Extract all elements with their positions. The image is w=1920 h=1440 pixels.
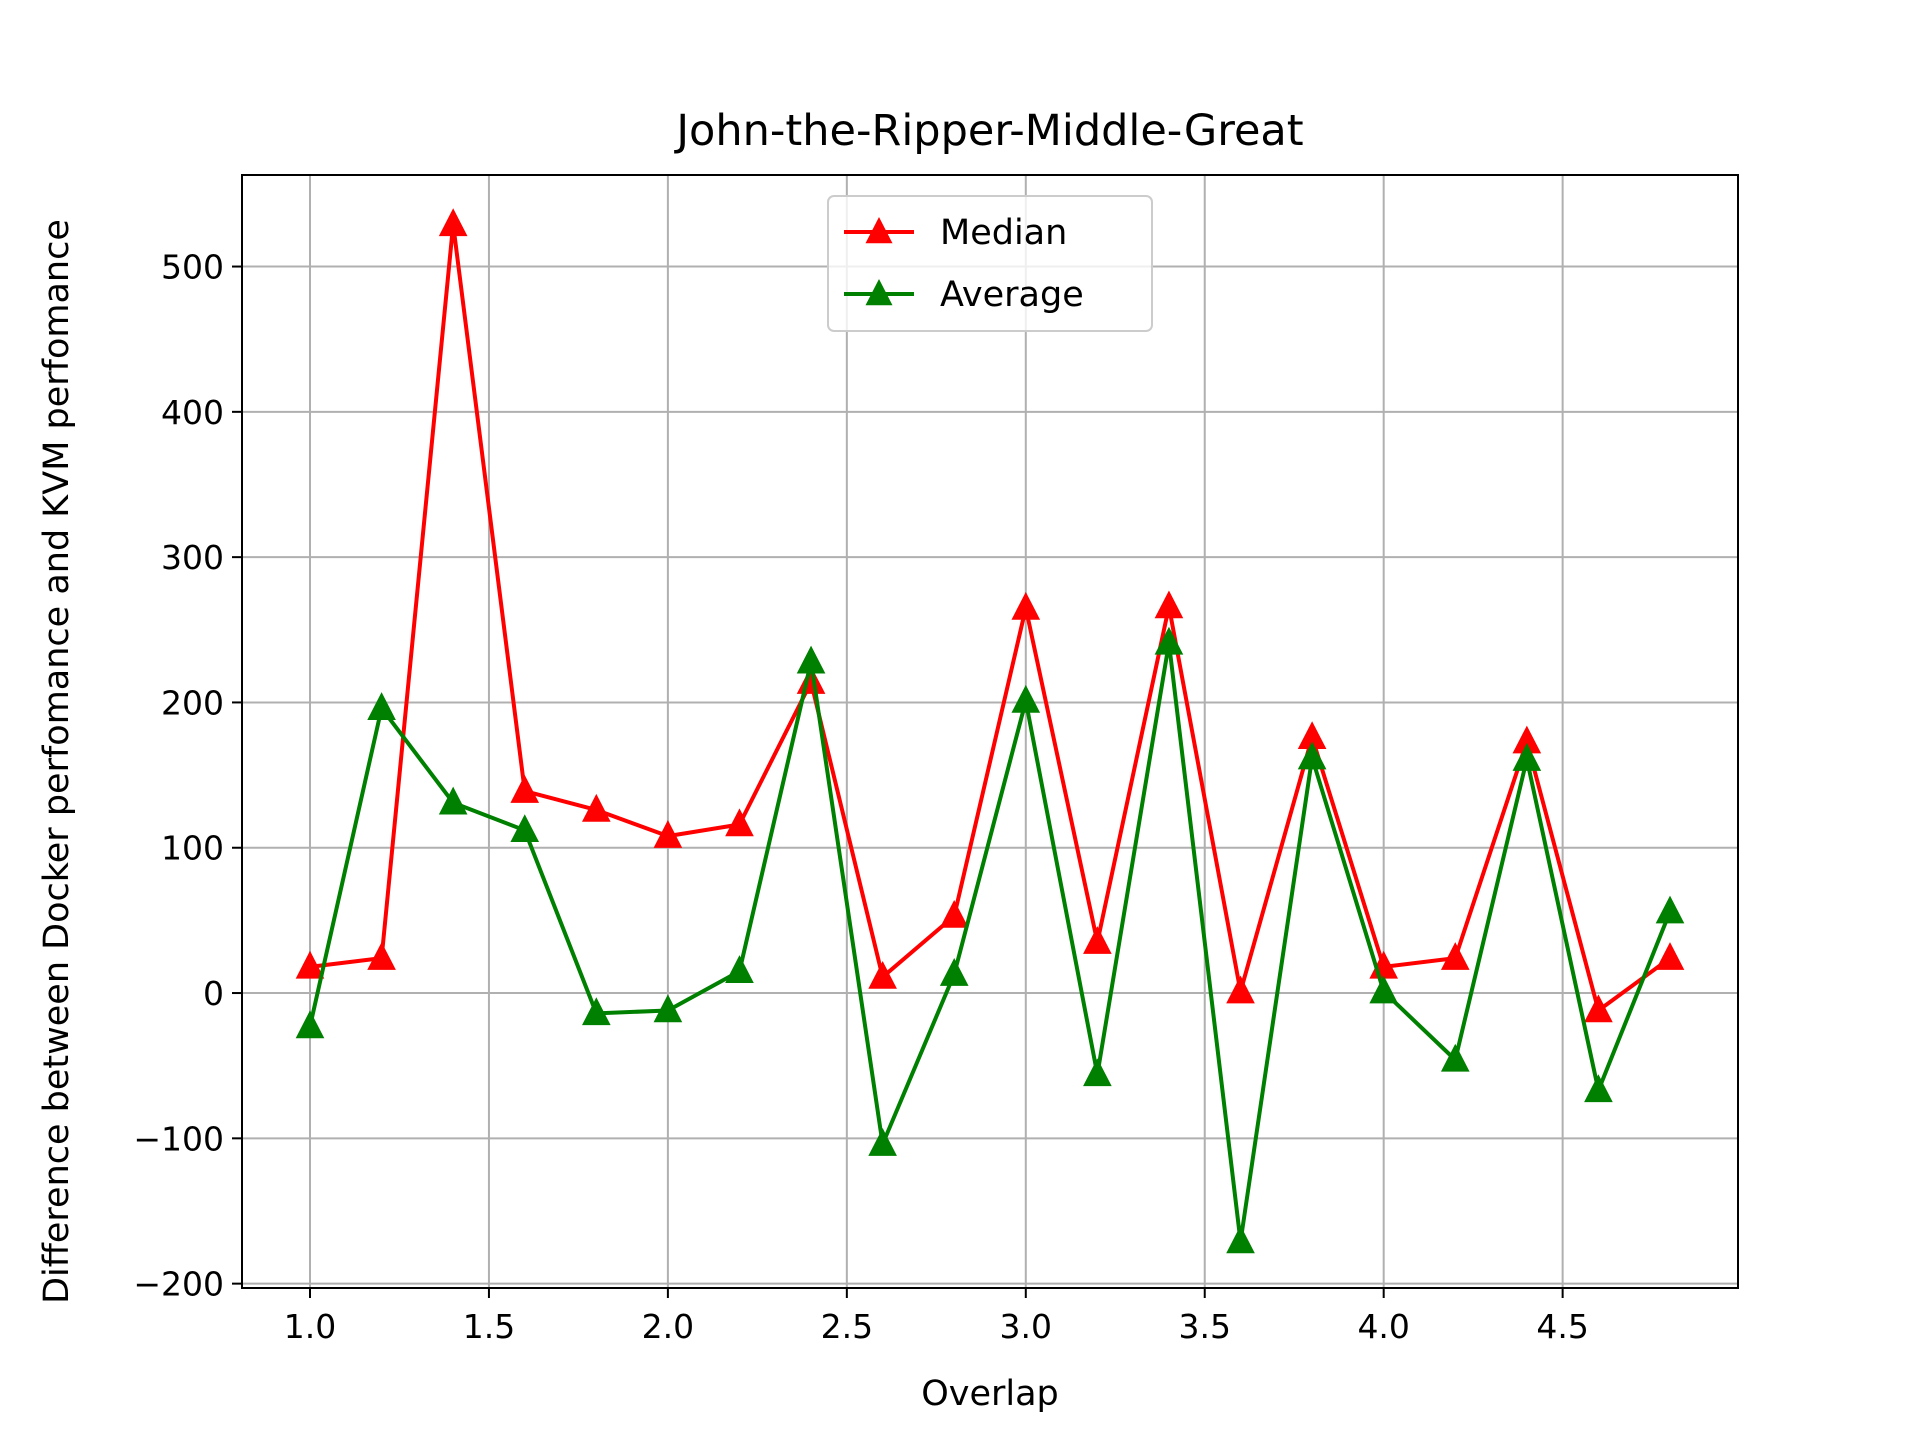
data-point-median	[581, 793, 611, 822]
data-point-median	[1226, 975, 1255, 1004]
x-tick-label: 3.0	[1000, 1307, 1052, 1346]
x-tick-label: 1.0	[284, 1307, 336, 1346]
data-point-median	[1440, 942, 1470, 970]
data-point-average	[1655, 895, 1685, 924]
legend-label-average: Average	[940, 275, 1084, 315]
legend-entry-median: Median	[844, 213, 1067, 253]
data-point-average	[1369, 975, 1399, 1004]
data-point-average	[438, 786, 468, 815]
legend-label-median: Median	[940, 213, 1067, 253]
y-tick-label: −100	[133, 1119, 224, 1158]
series-layer	[295, 208, 1685, 1254]
data-point-median	[438, 208, 468, 237]
data-point-average	[1083, 1058, 1112, 1087]
data-point-median	[1011, 591, 1041, 620]
data-point-average	[510, 814, 540, 843]
y-tick-label: 400	[161, 393, 224, 432]
y-tick-label: 100	[161, 829, 224, 868]
x-axis-label: Overlap	[921, 1374, 1059, 1414]
legend-marker-median	[865, 217, 893, 244]
plot-frame	[241, 174, 1739, 1289]
x-tick-label: 2.5	[821, 1307, 873, 1346]
data-point-average	[1440, 1043, 1470, 1072]
data-point-median	[1083, 926, 1112, 954]
x-tick-label: 1.5	[463, 1307, 515, 1346]
data-point-average	[1512, 743, 1542, 771]
data-point-average	[295, 1010, 325, 1039]
data-point-median	[653, 820, 683, 848]
y-tick-label: 0	[203, 974, 224, 1013]
data-point-average	[796, 645, 826, 674]
y-tick-label: −200	[133, 1265, 224, 1304]
data-point-median	[725, 808, 754, 837]
data-point-average	[1154, 626, 1184, 655]
data-point-average	[939, 958, 969, 986]
data-point-average	[1584, 1074, 1613, 1103]
data-point-average	[1297, 741, 1327, 770]
data-point-average	[1011, 684, 1041, 713]
x-tick-label: 2.0	[642, 1307, 694, 1346]
data-point-average	[1226, 1225, 1255, 1254]
legend-box	[827, 195, 1153, 332]
legend-entry-average: Average	[844, 275, 1084, 315]
data-point-median	[367, 942, 396, 970]
data-point-average	[725, 955, 754, 983]
axis-ticks: 1.0 1.5 2.0 2.5 3.0 3.5 4.0 4.5 −200 −100 0 100 200 3…	[133, 248, 1589, 1346]
y-tick-label: 300	[161, 538, 224, 577]
legend: Median Average	[827, 195, 1153, 332]
data-point-average	[868, 1128, 897, 1156]
x-tick-label: 4.0	[1357, 1307, 1409, 1346]
series-line-median	[309, 222, 1672, 1013]
y-axis-label: Difference between Docker perfomance and…	[37, 219, 77, 1304]
y-tick-label: 200	[161, 683, 224, 722]
x-tick-label: 3.5	[1178, 1307, 1230, 1346]
data-point-median	[1655, 942, 1685, 970]
data-point-median	[1154, 590, 1184, 619]
legend-marker-average	[865, 279, 893, 306]
data-point-median	[939, 899, 969, 928]
y-tick-label: 500	[161, 248, 224, 287]
data-point-average	[367, 692, 396, 721]
data-point-average	[581, 997, 611, 1026]
series-average	[295, 626, 1685, 1254]
data-point-median	[510, 774, 540, 803]
x-tick-label: 4.5	[1536, 1307, 1588, 1346]
data-point-median	[1584, 994, 1613, 1023]
chart-title: John-the-Ripper-Middle-Great	[673, 106, 1303, 156]
data-point-median	[868, 960, 897, 989]
data-point-median	[295, 950, 325, 979]
series-line-average	[308, 640, 1672, 1244]
data-point-average	[653, 994, 683, 1023]
grid	[242, 175, 1738, 1288]
